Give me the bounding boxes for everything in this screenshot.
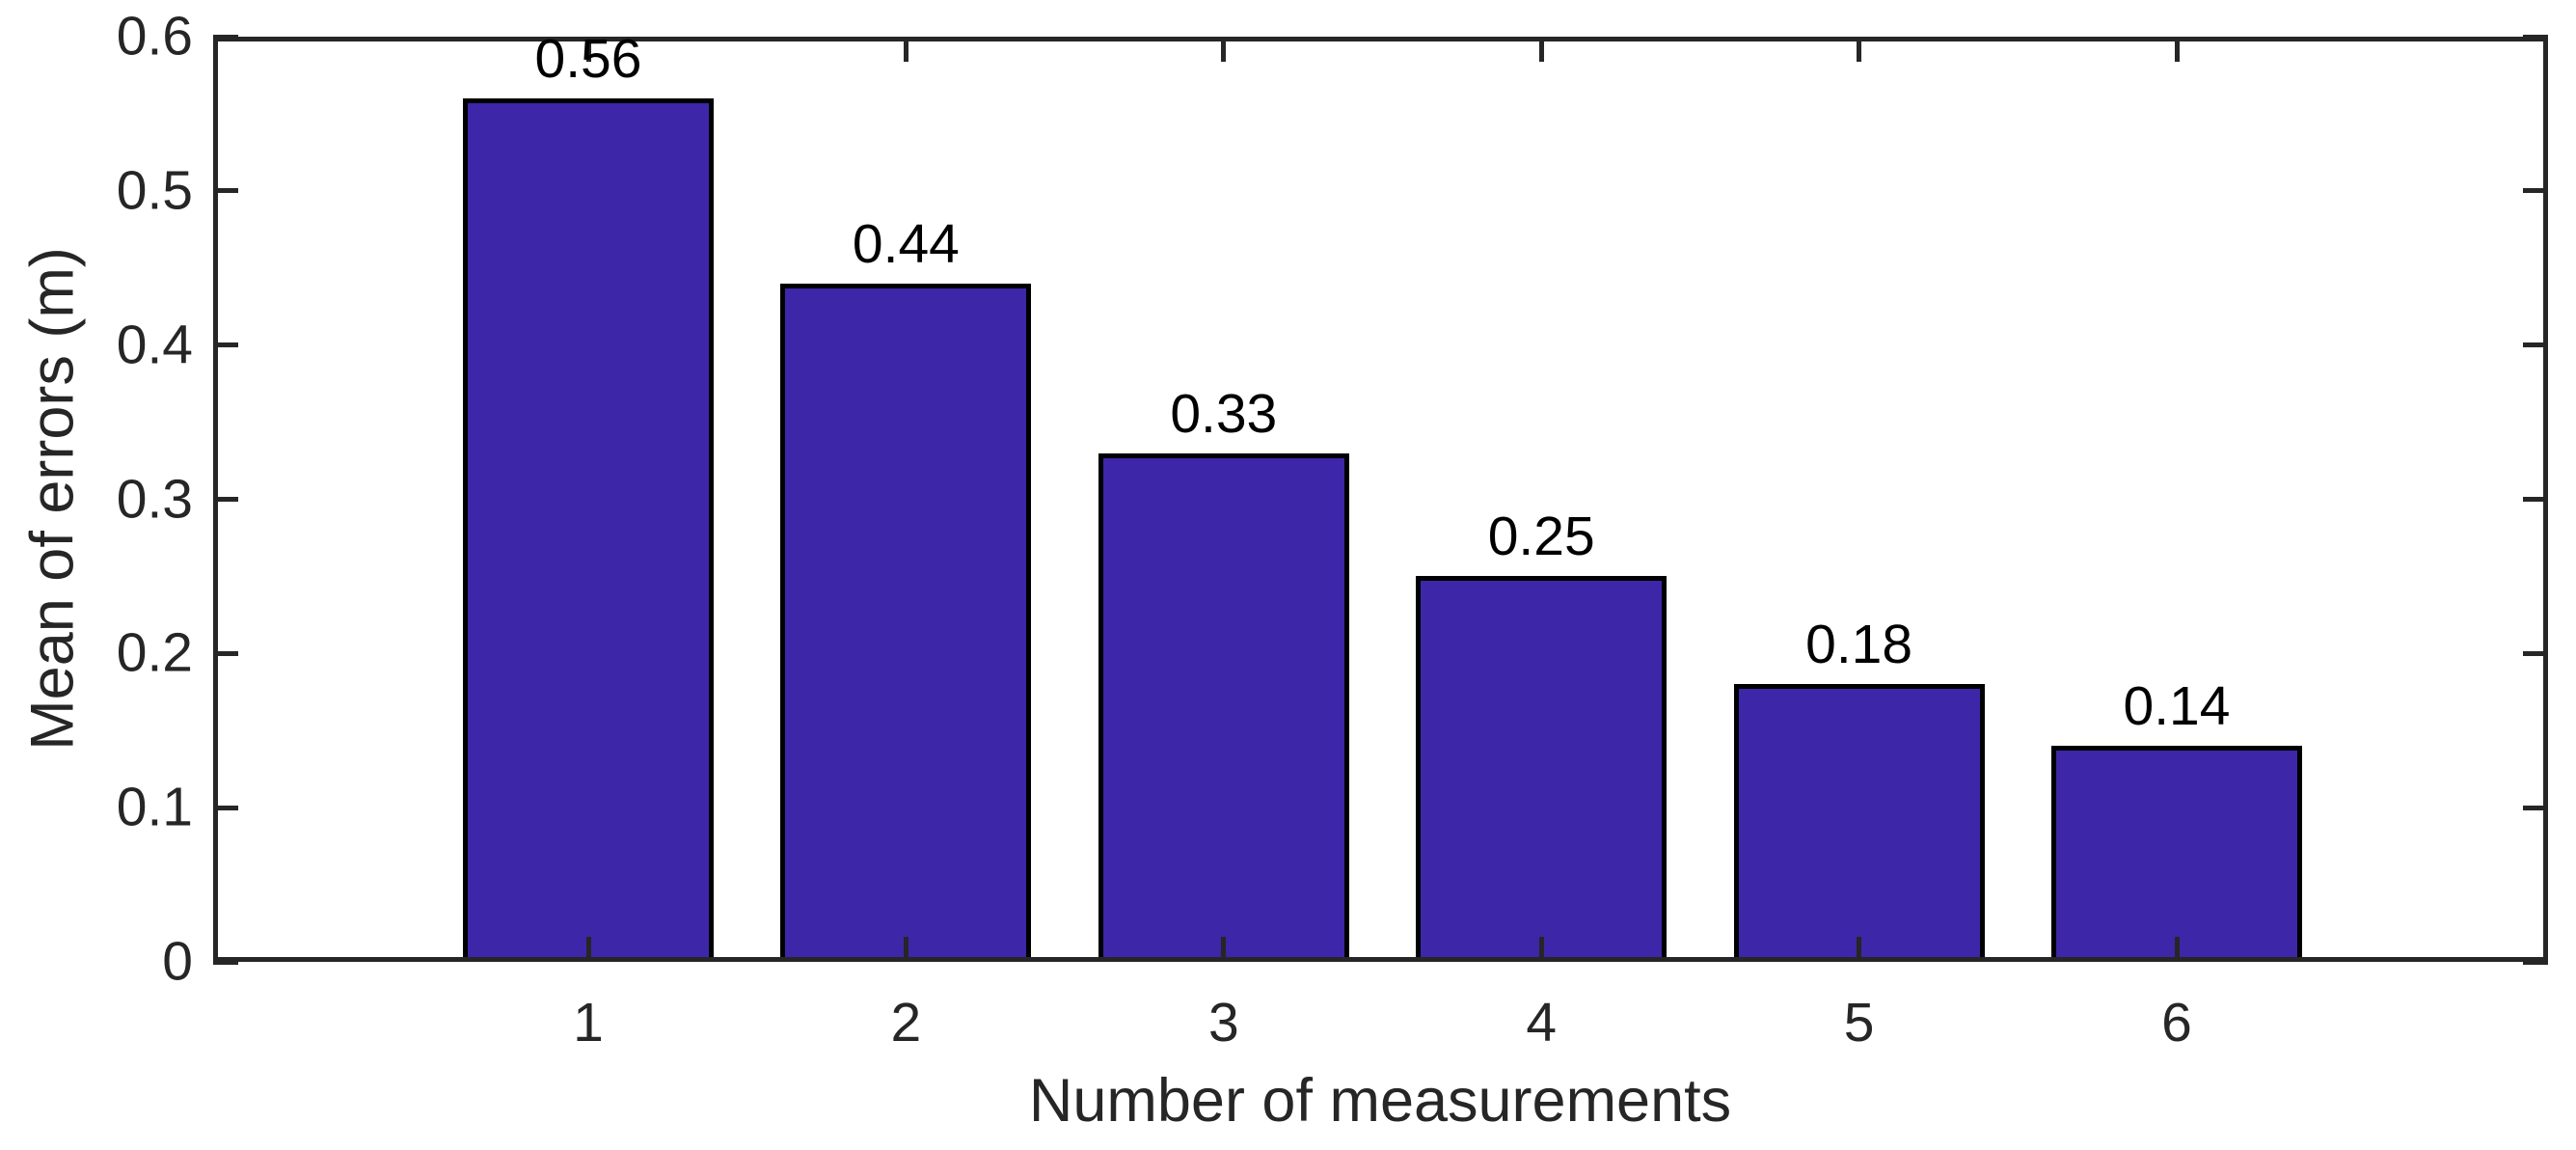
x-tick [903, 37, 908, 62]
x-tick [1221, 37, 1227, 62]
x-tick [2174, 37, 2180, 62]
y-tick [2523, 188, 2548, 194]
x-tick [1857, 37, 1862, 62]
y-tick-label: 0.6 [116, 5, 193, 68]
x-tick-label: 2 [890, 992, 922, 1054]
y-tick [2523, 805, 2548, 810]
bar-value-label: 0.33 [1170, 383, 1278, 445]
y-tick [2523, 650, 2548, 656]
y-tick-label: 0 [162, 930, 193, 993]
bar [780, 284, 1032, 962]
y-tick [2523, 497, 2548, 502]
x-tick-label: 5 [1843, 992, 1875, 1054]
bar [2051, 746, 2302, 962]
y-tick [213, 342, 238, 348]
x-tick [2174, 937, 2180, 962]
bar-value-label: 0.18 [1805, 614, 1913, 675]
y-tick [213, 188, 238, 194]
y-tick [213, 34, 238, 40]
bar-value-label: 0.44 [852, 213, 960, 275]
x-tick [585, 37, 591, 62]
y-tick [213, 650, 238, 656]
bar [463, 98, 714, 962]
y-tick [2523, 959, 2548, 965]
bar [1416, 576, 1668, 962]
x-tick [1857, 937, 1862, 962]
bar [1098, 453, 1349, 962]
x-tick-label: 1 [573, 992, 604, 1054]
y-tick-label: 0.1 [116, 776, 193, 838]
x-tick [1221, 937, 1227, 962]
x-axis-label: Number of measurements [1028, 1067, 1732, 1135]
y-tick [213, 497, 238, 502]
y-tick [213, 805, 238, 810]
x-tick [903, 937, 908, 962]
x-tick-label: 4 [1526, 992, 1558, 1054]
axis-spine-top [213, 37, 2548, 41]
x-tick [1538, 937, 1544, 962]
y-tick-label: 0.2 [116, 621, 193, 684]
x-tick-label: 3 [1207, 992, 1239, 1054]
y-tick-label: 0.3 [116, 468, 193, 530]
y-tick [2523, 34, 2548, 40]
bar-value-label: 0.14 [2123, 675, 2231, 737]
x-tick-label: 6 [2161, 992, 2192, 1054]
y-tick [2523, 342, 2548, 348]
y-tick [213, 959, 238, 965]
x-tick [585, 937, 591, 962]
bar [1733, 684, 1985, 962]
y-tick-label: 0.4 [116, 314, 193, 376]
bar-value-label: 0.25 [1487, 506, 1595, 567]
bar-value-label: 0.56 [534, 28, 642, 90]
axis-spine-bottom [213, 957, 2548, 962]
plot-area [213, 34, 2548, 965]
x-tick [1538, 37, 1544, 62]
y-tick-label: 0.5 [116, 159, 193, 222]
